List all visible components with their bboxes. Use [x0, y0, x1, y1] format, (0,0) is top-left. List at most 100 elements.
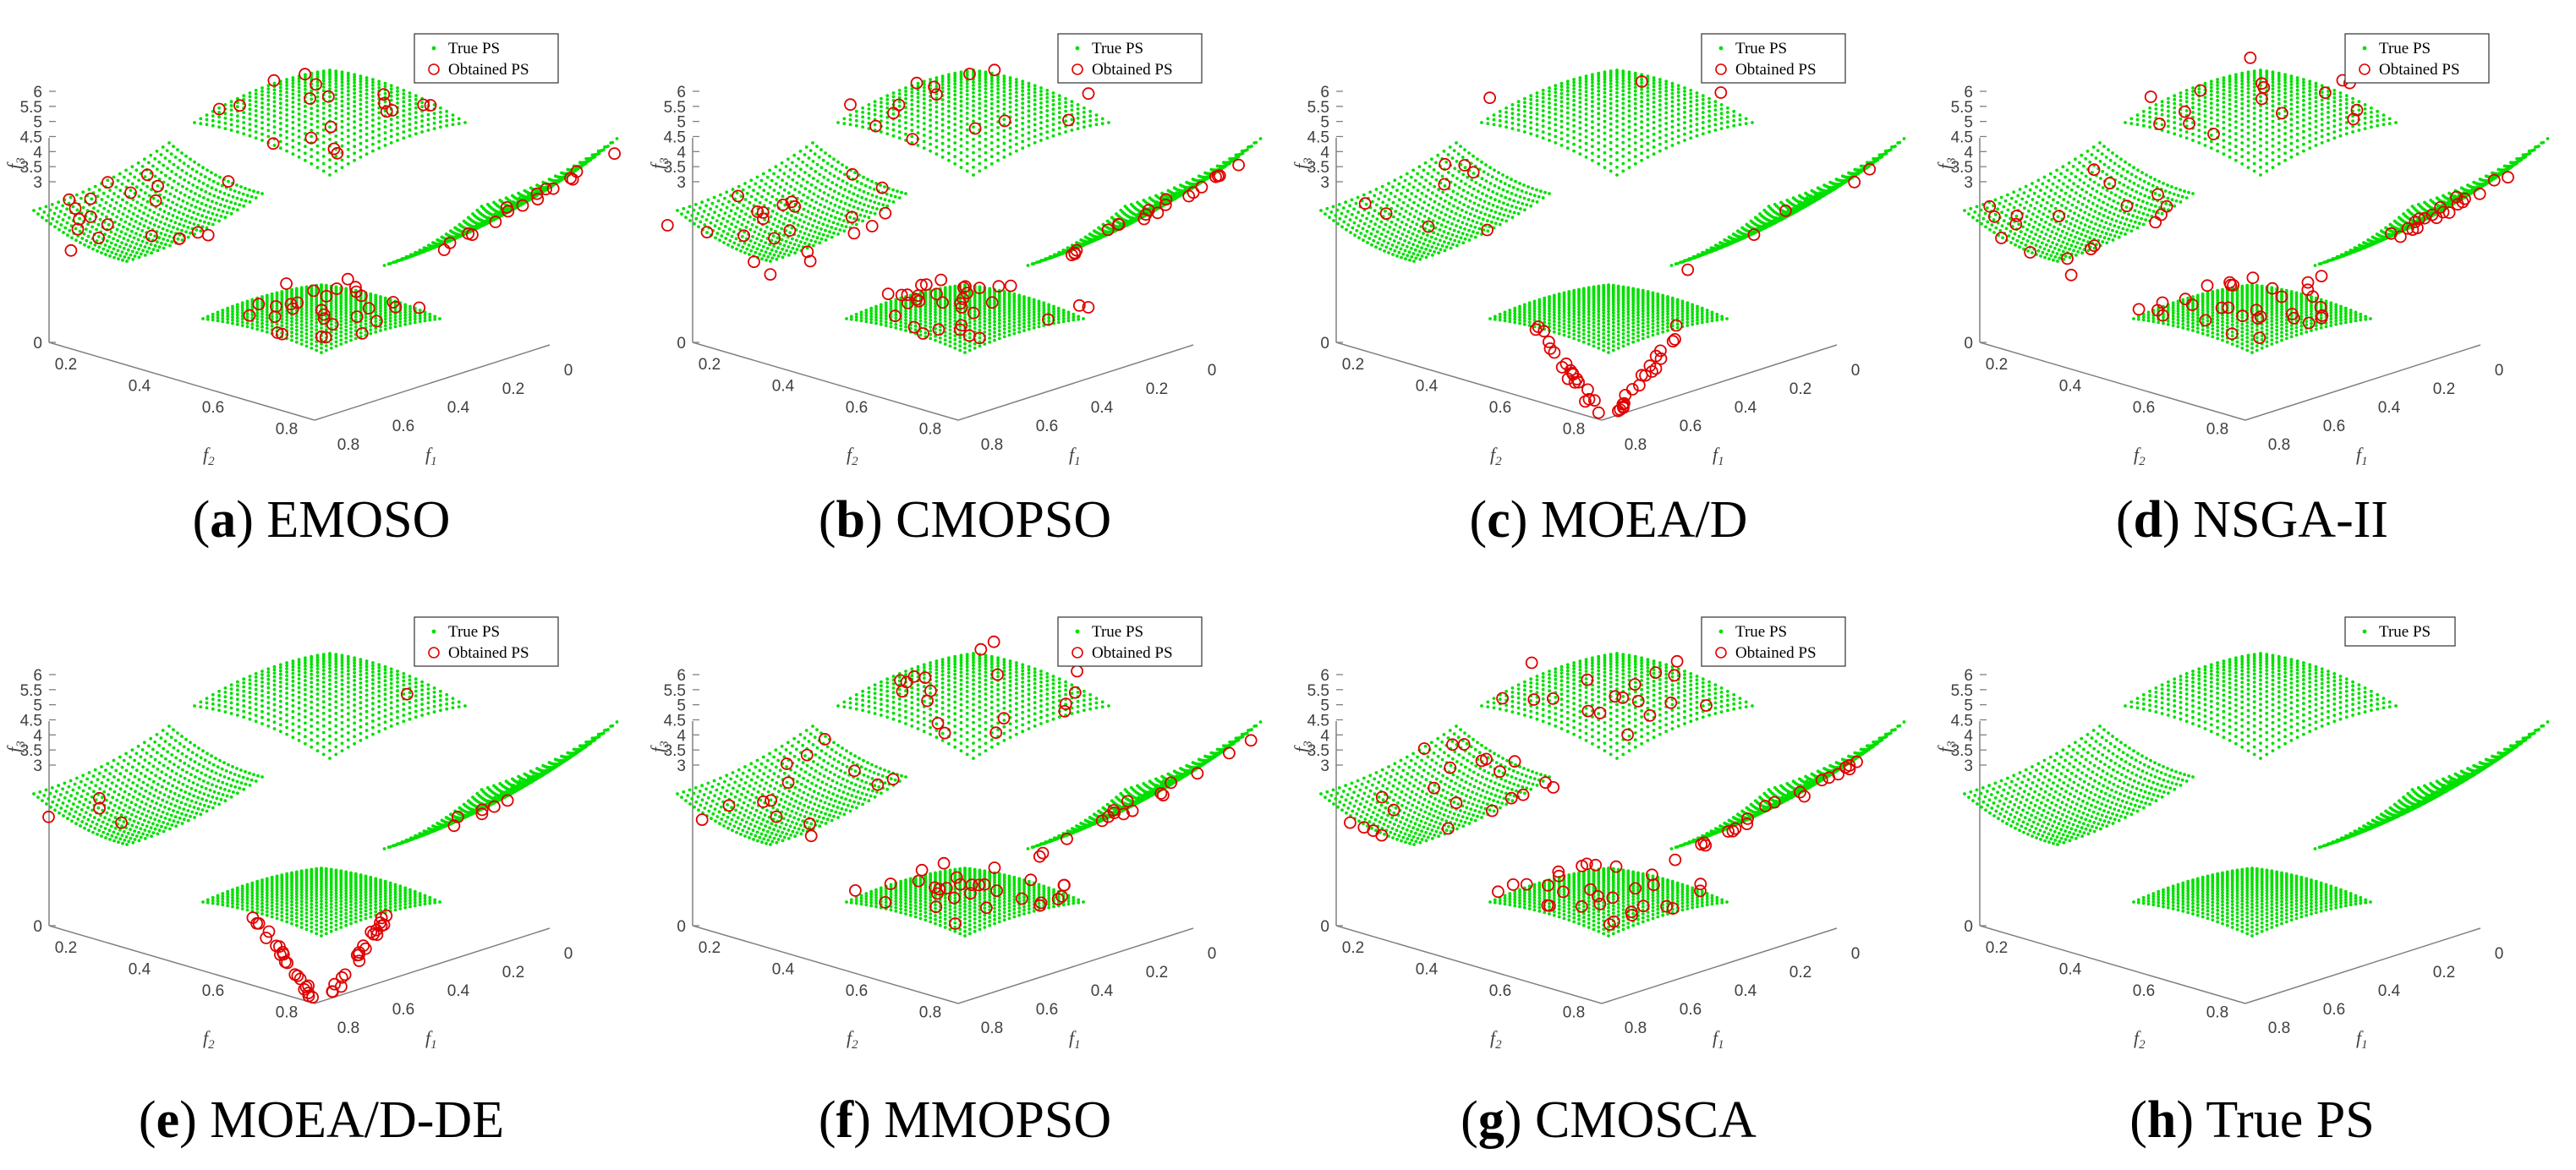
true-ps-point: [204, 203, 208, 207]
true-ps-point: [959, 104, 963, 108]
true-ps-point: [457, 117, 461, 121]
true-ps-point: [972, 114, 975, 118]
true-ps-point: [829, 214, 833, 218]
true-ps-point: [240, 324, 244, 327]
true-ps-point: [321, 169, 326, 173]
true-ps-point: [155, 150, 159, 153]
true-ps-point: [728, 238, 732, 243]
true-ps-point: [696, 211, 700, 216]
true-ps-point: [278, 127, 282, 131]
true-ps-point: [147, 246, 151, 250]
true-ps-point: [248, 91, 252, 95]
true-ps-point: [940, 102, 945, 107]
true-ps-point: [709, 221, 713, 225]
true-ps-point: [934, 110, 939, 114]
true-ps-point: [433, 317, 437, 321]
true-ps-point: [897, 130, 902, 134]
true-ps-point: [1057, 101, 1061, 106]
true-ps-point: [958, 325, 962, 328]
true-ps-point: [299, 309, 304, 314]
true-ps-point: [874, 312, 878, 316]
true-ps-point: [978, 89, 982, 93]
true-ps-point: [151, 196, 156, 200]
true-ps-point: [825, 184, 828, 189]
true-ps-point: [719, 193, 722, 197]
true-ps-point: [285, 80, 288, 85]
true-ps-point: [278, 97, 282, 101]
true-ps-point: [156, 240, 159, 243]
true-ps-point: [1094, 123, 1099, 127]
true-ps-point: [159, 232, 163, 235]
true-ps-point: [1037, 299, 1041, 303]
true-ps-point: [1572, 129, 1576, 134]
true-ps-point: [780, 227, 784, 231]
true-ps-point: [1015, 149, 1018, 153]
true-ps-point: [291, 88, 295, 92]
true-ps-point: [95, 239, 99, 243]
true-ps-point: [340, 80, 344, 85]
true-ps-point: [615, 137, 619, 140]
true-ps-point: [1021, 146, 1025, 150]
true-ps-point: [1541, 109, 1545, 112]
true-ps-point: [290, 320, 293, 324]
true-ps-point: [202, 209, 206, 213]
true-ps-point: [1548, 139, 1551, 142]
true-ps-point: [133, 254, 137, 258]
true-ps-point: [237, 191, 241, 194]
true-ps-point: [114, 200, 118, 205]
true-ps-point: [967, 325, 972, 328]
true-ps-point: [388, 313, 392, 317]
true-ps-point: [1027, 296, 1031, 300]
true-ps-point: [165, 149, 169, 153]
true-ps-point: [328, 77, 332, 81]
true-ps-point: [967, 344, 972, 348]
true-ps-point: [1541, 113, 1545, 118]
true-ps-point: [770, 256, 775, 260]
true-ps-point: [359, 86, 363, 90]
true-ps-point: [812, 192, 816, 196]
true-ps-point: [310, 76, 314, 80]
true-ps-point: [130, 229, 134, 233]
true-ps-point: [984, 80, 988, 85]
true-ps-point: [832, 231, 836, 235]
true-ps-point: [173, 221, 178, 225]
true-ps-point: [340, 95, 344, 99]
true-ps-point: [139, 252, 143, 256]
true-ps-point: [272, 125, 277, 129]
true-ps-point: [156, 213, 161, 216]
true-ps-point: [371, 78, 375, 81]
true-ps-point: [1017, 310, 1022, 314]
true-ps-point: [58, 227, 61, 232]
true-ps-point: [972, 95, 975, 99]
true-ps-point: [848, 118, 852, 122]
true-ps-point: [148, 208, 152, 212]
true-ps-point: [304, 318, 309, 321]
true-ps-point: [340, 90, 344, 95]
true-ps-point: [904, 318, 907, 322]
true-ps-point: [236, 208, 239, 212]
true-ps-point: [934, 121, 939, 124]
true-ps-point: [315, 150, 320, 155]
true-ps-point: [1541, 124, 1545, 128]
true-ps-point: [278, 134, 282, 137]
true-ps-point: [1603, 87, 1607, 91]
true-ps-point: [340, 166, 344, 170]
true-ps-point: [913, 317, 918, 321]
true-ps-point: [217, 115, 221, 119]
true-ps-point: [172, 226, 175, 229]
true-ps-point: [334, 93, 338, 96]
true-ps-point: [978, 93, 982, 96]
true-ps-point: [866, 192, 870, 195]
true-ps-point: [1591, 96, 1594, 99]
true-ps-point: [280, 324, 284, 327]
true-ps-point: [1640, 87, 1643, 91]
true-ps-point: [1051, 134, 1055, 138]
true-ps-point: [841, 194, 845, 198]
true-ps-point: [1088, 118, 1093, 123]
true-ps-point: [993, 334, 996, 338]
true-ps-point: [328, 166, 332, 169]
true-ps-point: [989, 148, 994, 151]
true-ps-point: [299, 323, 304, 326]
true-ps-point: [270, 324, 274, 328]
true-ps-point: [239, 198, 244, 202]
